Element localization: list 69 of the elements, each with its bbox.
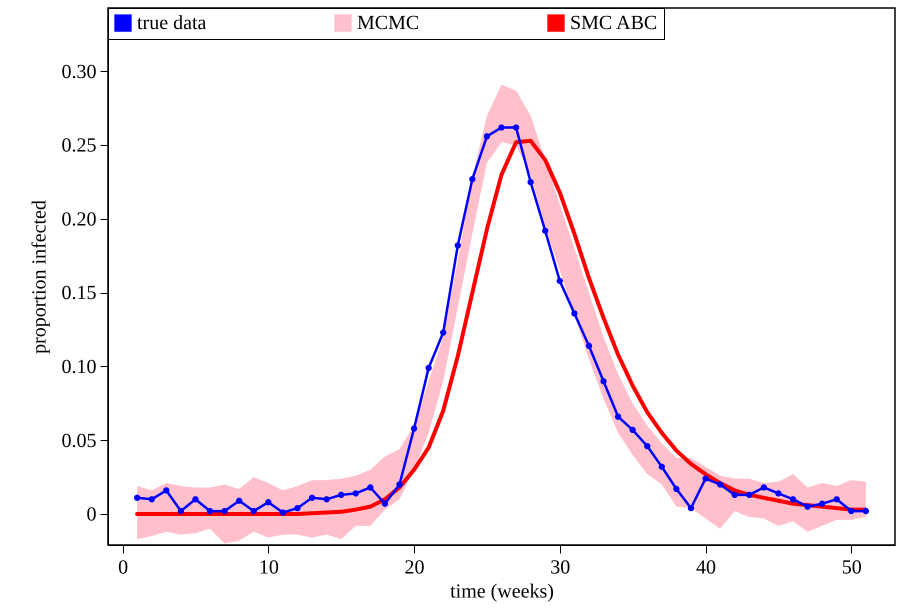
point — [760, 484, 767, 491]
x-tick-label: 30 — [550, 556, 570, 578]
point — [440, 329, 446, 336]
point — [644, 443, 650, 450]
point — [862, 508, 870, 514]
point — [527, 178, 534, 186]
point — [294, 504, 301, 512]
point — [542, 228, 548, 234]
x-tick-label: 0 — [118, 556, 128, 578]
x-axis-title: time (weeks) — [450, 580, 554, 602]
x-tick-label: 50 — [842, 556, 862, 578]
point — [673, 486, 680, 492]
x-tick-label: 10 — [258, 556, 279, 578]
legend-label: SMC ABC — [570, 12, 658, 34]
point — [410, 425, 418, 432]
point — [512, 124, 520, 131]
point — [454, 242, 461, 249]
point — [702, 475, 709, 482]
point — [425, 364, 432, 372]
point — [221, 508, 228, 514]
point — [134, 494, 140, 501]
point — [614, 413, 622, 420]
point — [746, 492, 752, 498]
point — [265, 499, 272, 506]
point — [498, 124, 505, 131]
point — [600, 378, 607, 384]
x-tick-label: 20 — [404, 556, 425, 578]
point — [469, 176, 476, 182]
point — [382, 500, 388, 507]
point — [775, 490, 782, 497]
point — [308, 494, 316, 501]
legend-label: MCMC — [357, 12, 420, 34]
point — [178, 508, 184, 514]
point — [484, 133, 490, 140]
point — [323, 496, 330, 502]
point — [630, 426, 636, 434]
legend-label: true data — [137, 12, 207, 34]
y-tick-label: 0.20 — [62, 208, 96, 230]
point — [206, 508, 214, 514]
y-tick-label: 0.25 — [62, 134, 96, 157]
point — [586, 342, 592, 349]
point — [280, 509, 286, 516]
point — [338, 492, 344, 498]
point — [732, 492, 738, 498]
point — [658, 464, 665, 470]
point — [848, 508, 854, 514]
point — [236, 498, 242, 504]
point — [716, 481, 724, 488]
point — [250, 508, 257, 514]
point — [367, 484, 374, 491]
y-tick-label: 0.30 — [62, 60, 96, 83]
point — [396, 481, 403, 488]
y-tick-label: 0.15 — [62, 282, 96, 304]
y-tick-label: 0.05 — [62, 430, 96, 452]
point — [163, 487, 170, 494]
y-tick-label: 0 — [86, 504, 96, 526]
point — [834, 496, 840, 502]
point — [804, 503, 811, 510]
y-tick-label: 0.10 — [62, 356, 96, 378]
point — [818, 500, 826, 507]
point — [192, 496, 199, 502]
point — [688, 504, 694, 512]
x-tick-label: 40 — [696, 556, 716, 578]
point — [148, 496, 155, 502]
point — [556, 278, 563, 284]
y-axis-title: proportion infected — [28, 200, 50, 354]
point — [571, 310, 578, 317]
point — [352, 490, 359, 497]
point — [790, 496, 796, 502]
